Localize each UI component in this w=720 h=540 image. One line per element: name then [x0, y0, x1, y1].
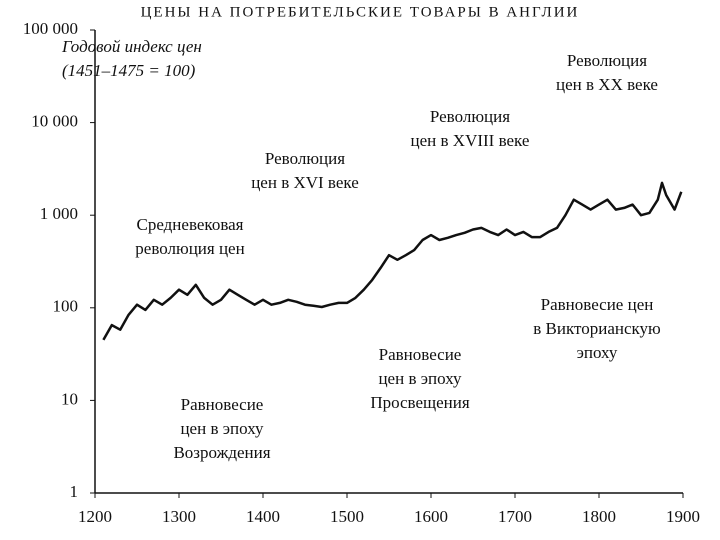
y-tick-label: 10 — [61, 389, 78, 408]
x-tick-label: 1600 — [414, 507, 448, 526]
price-line — [102, 181, 683, 341]
annotation: Равновесие цен — [541, 295, 654, 314]
annotation: Годовой индекс цен — [61, 37, 202, 56]
x-tick-label: 1500 — [330, 507, 364, 526]
y-tick-label: 1 — [70, 482, 79, 501]
x-tick-label: 1300 — [162, 507, 196, 526]
x-tick-label: 1700 — [498, 507, 532, 526]
y-tick-label: 1 000 — [40, 204, 78, 223]
y-tick-label: 100 — [53, 297, 79, 316]
annotation: революция цен — [135, 239, 244, 258]
x-tick-label: 1200 — [78, 507, 112, 526]
annotation: эпоху — [577, 343, 618, 362]
annotation: Просвещения — [370, 393, 470, 412]
annotation: цен в XVIII веке — [411, 131, 530, 150]
annotation: Революция — [265, 149, 345, 168]
chart-title: ЦЕНЫ НА ПОТРЕБИТЕЛЬСКИЕ ТОВАРЫ В АНГЛИИ — [141, 4, 580, 20]
annotation: Революция — [567, 51, 647, 70]
x-tick-label: 1400 — [246, 507, 280, 526]
annotation: цен в эпоху — [180, 419, 264, 438]
annotation: (1451–1475 = 100) — [62, 61, 196, 80]
annotation: цен в XVI веке — [251, 173, 359, 192]
annotation: цен в эпоху — [378, 369, 462, 388]
annotation: Возрождения — [173, 443, 270, 462]
annotation: Равновесие — [379, 345, 462, 364]
annotation: Средневековая — [137, 215, 244, 234]
annotation: цен в XX веке — [556, 75, 658, 94]
annotation: Революция — [430, 107, 510, 126]
y-tick-label: 100 000 — [23, 19, 78, 38]
y-tick-label: 10 000 — [31, 112, 78, 131]
x-tick-label: 1800 — [582, 507, 616, 526]
x-tick-label: 1900 — [666, 507, 700, 526]
annotation: в Викторианскую — [533, 319, 661, 338]
annotation: Равновесие — [181, 395, 264, 414]
